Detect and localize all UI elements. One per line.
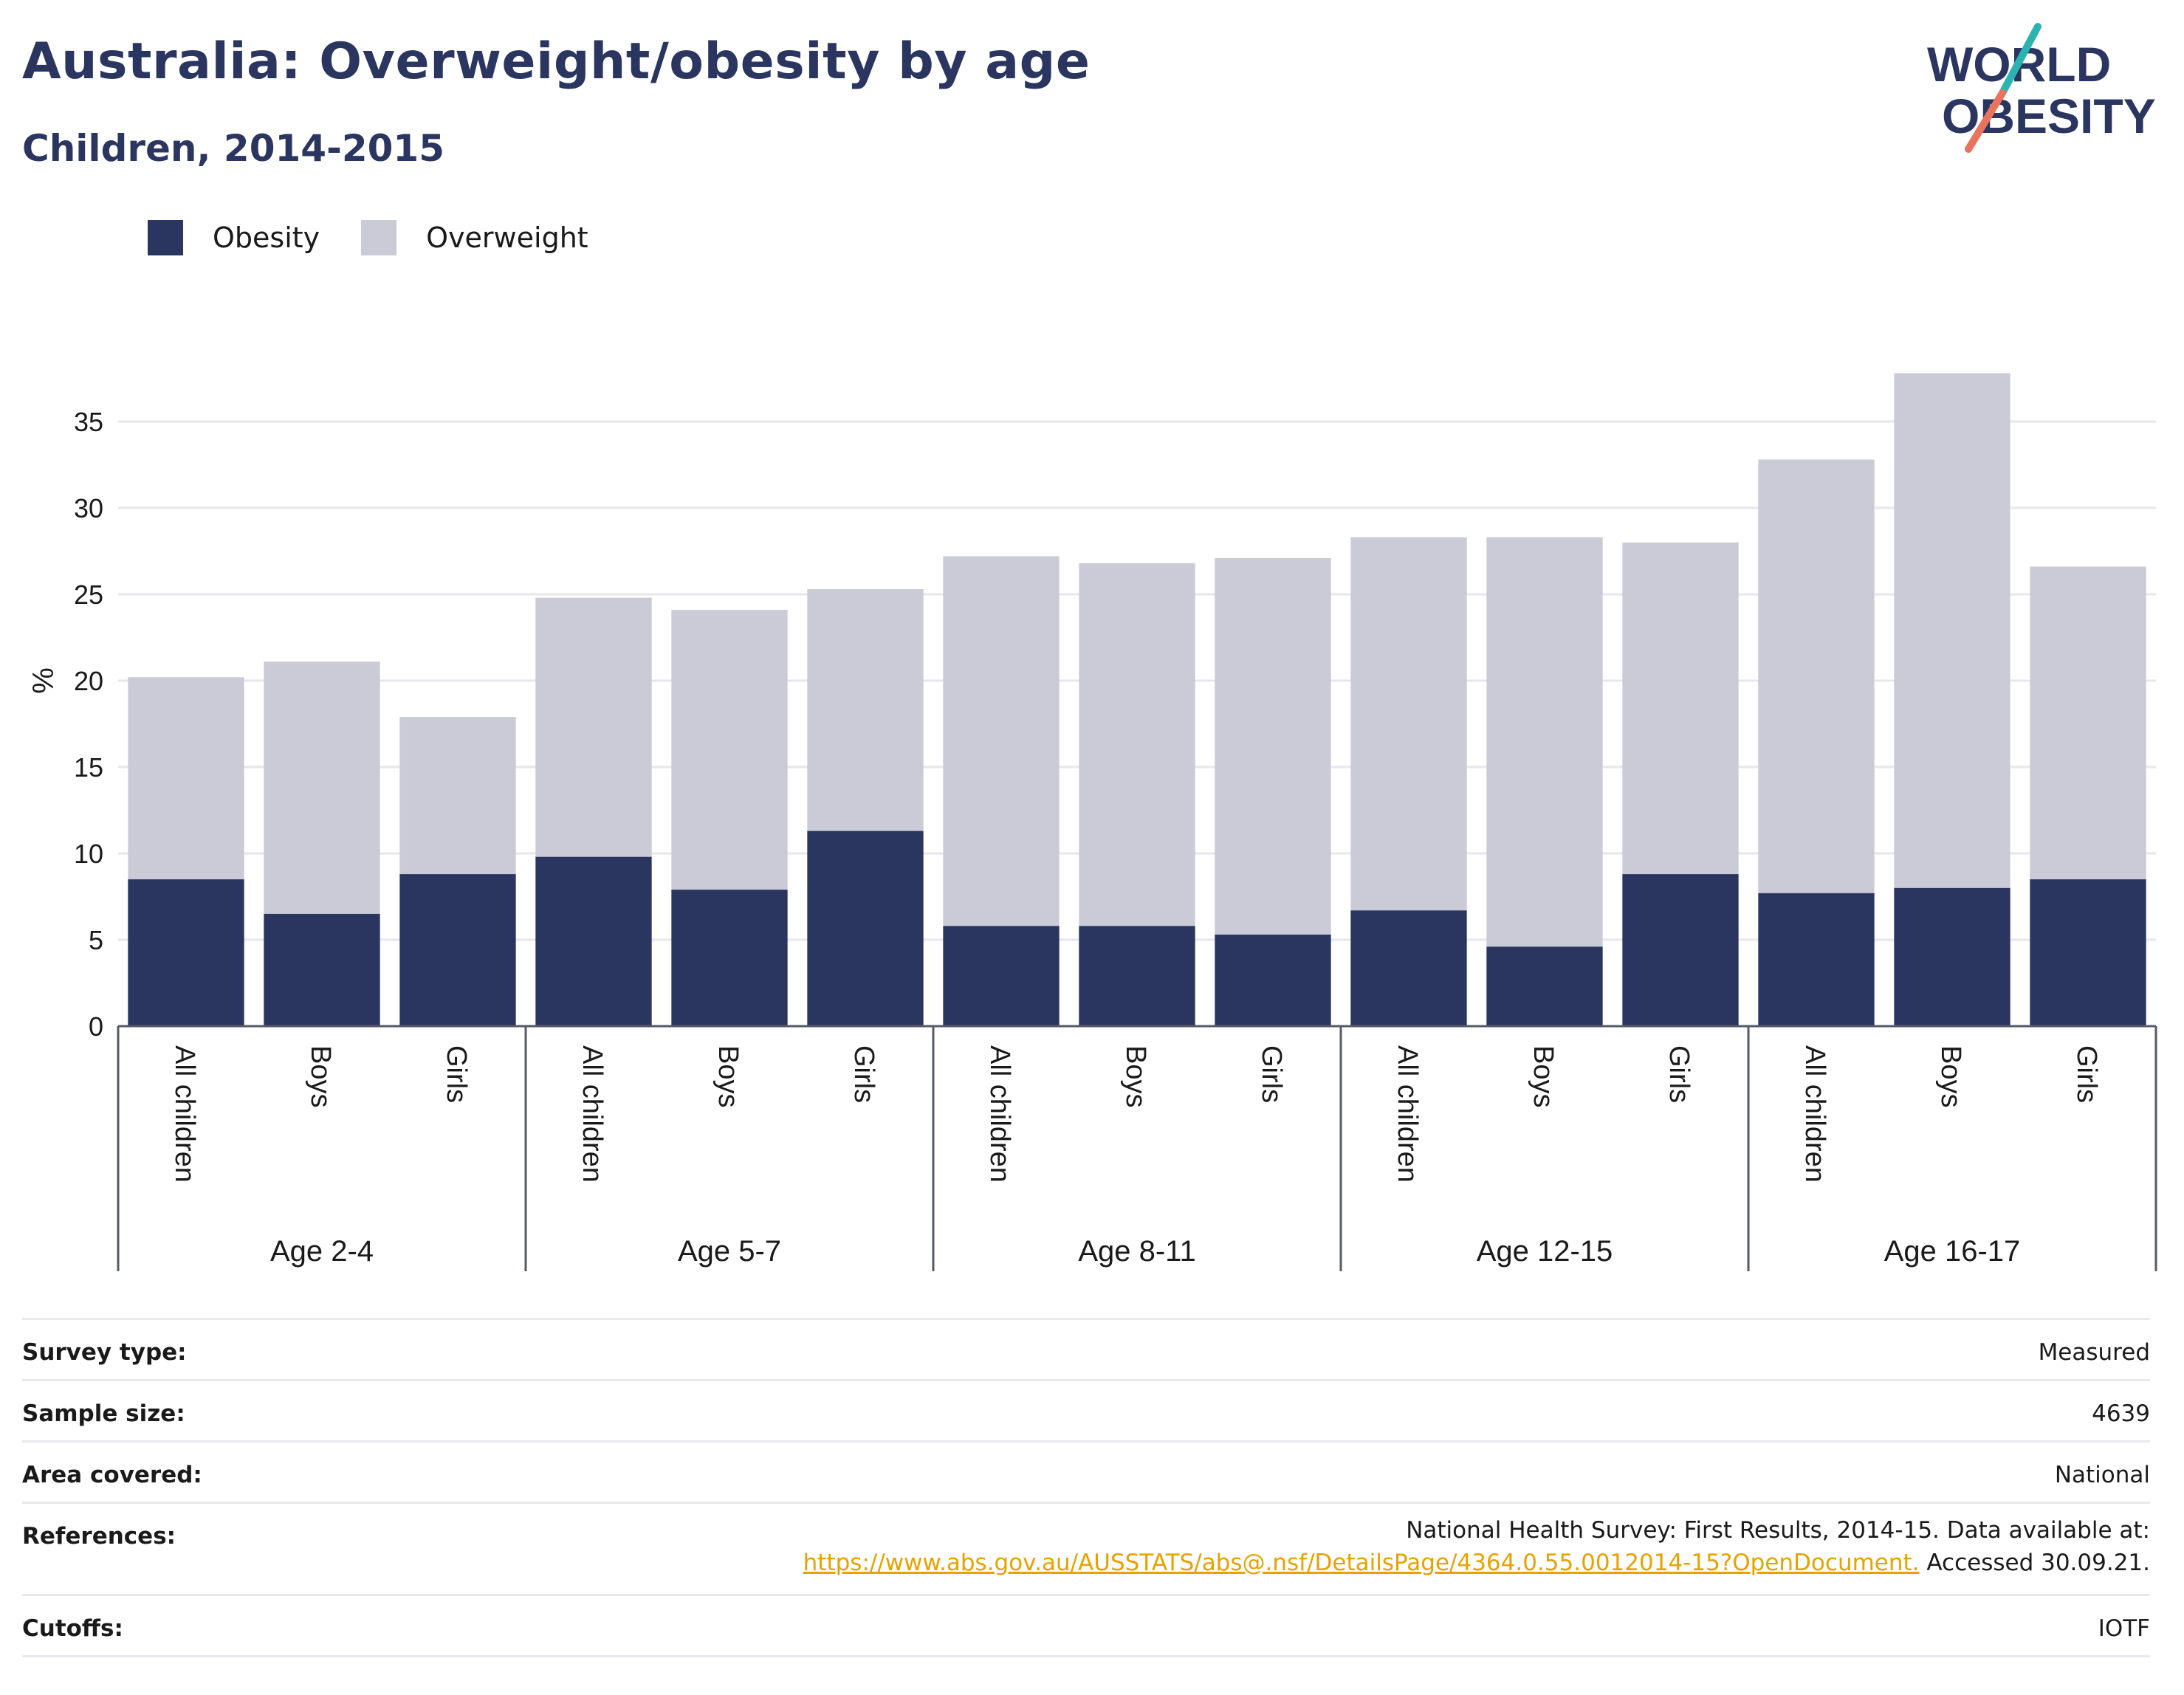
- legend-swatch-obesity: [148, 220, 183, 255]
- bar-overweight: [943, 556, 1060, 926]
- legend-label-overweight: Overweight: [426, 221, 588, 254]
- bar-overweight: [2030, 566, 2146, 880]
- info-key-area-covered: Area covered:: [22, 1462, 202, 1488]
- info-row-area-covered: Area covered: National: [22, 1440, 2150, 1502]
- info-value-cutoffs: IOTF: [2098, 1615, 2150, 1642]
- legend-swatch-overweight: [361, 220, 397, 255]
- legend-item-overweight: Overweight: [361, 220, 588, 255]
- bar-overweight: [1486, 537, 1603, 947]
- bar-obesity: [1486, 946, 1603, 1026]
- survey-info-table: Survey type: Measured Sample size: 4639 …: [22, 1318, 2150, 1657]
- y-tick-label: 0: [89, 1011, 103, 1042]
- bar-overweight: [1758, 459, 1875, 893]
- bar-obesity: [1079, 926, 1195, 1026]
- bar-obesity: [1215, 934, 1331, 1026]
- x-category-label: Boys: [712, 1045, 744, 1107]
- x-category-label: Girls: [1256, 1045, 1287, 1103]
- bar-obesity: [671, 890, 788, 1026]
- info-row-references: References: National Health Survey: Firs…: [22, 1502, 2150, 1594]
- x-category-label: All children: [169, 1045, 200, 1183]
- x-category-label: Boys: [305, 1045, 336, 1107]
- x-category-label: Girls: [2071, 1045, 2102, 1103]
- y-axis-label: %: [27, 667, 60, 694]
- info-key-survey-type: Survey type:: [22, 1339, 187, 1366]
- bar-overweight: [807, 588, 924, 831]
- bar-obesity: [264, 913, 380, 1026]
- y-tick-label: 10: [74, 839, 103, 869]
- reference-link-line: https://www.abs.gov.au/AUSSTATS/abs@.nsf…: [803, 1547, 2150, 1579]
- x-group-label: Age 5-7: [678, 1235, 781, 1268]
- info-value-sample-size: 4639: [2092, 1400, 2150, 1427]
- info-key-cutoffs: Cutoffs:: [22, 1615, 123, 1642]
- x-category-label: Boys: [1120, 1045, 1151, 1107]
- x-category-label: Boys: [1935, 1045, 1966, 1107]
- world-obesity-logo: WORLD OBESITY: [1920, 22, 2171, 155]
- y-tick-label: 20: [74, 666, 103, 696]
- x-category-label: Boys: [1528, 1045, 1559, 1107]
- info-row-sample-size: Sample size: 4639: [22, 1379, 2150, 1440]
- bar-obesity: [2030, 879, 2146, 1026]
- x-category-label: Girls: [441, 1045, 472, 1103]
- y-tick-label: 15: [74, 752, 103, 783]
- bar-overweight: [128, 677, 244, 880]
- info-key-references: References:: [22, 1523, 176, 1550]
- reference-accessed: Accessed 30.09.21.: [1919, 1550, 2150, 1576]
- x-group-label: Age 2-4: [270, 1235, 374, 1268]
- reference-text: National Health Survey: First Results, 2…: [1406, 1517, 2150, 1544]
- stacked-bar-chart: 0 5 10 15 20 25 30 35% All children Boys Girls All …: [27, 373, 2157, 1271]
- legend-item-obesity: Obesity: [148, 220, 320, 255]
- bar-obesity: [399, 874, 516, 1026]
- bar-obesity: [1350, 910, 1467, 1026]
- bar-obesity: [128, 879, 244, 1026]
- page-subtitle: Children, 2014-2015: [22, 127, 444, 170]
- bar-obesity: [1622, 874, 1739, 1026]
- chart-legend: Obesity Overweight: [148, 220, 630, 255]
- x-group-label: Age 16-17: [1884, 1235, 2021, 1268]
- bar-overweight: [1215, 557, 1331, 935]
- info-row-cutoffs: Cutoffs: IOTF: [22, 1594, 2150, 1657]
- y-tick-label: 25: [74, 580, 103, 610]
- bar-obesity: [1758, 893, 1875, 1026]
- info-value-area-covered: National: [2054, 1462, 2150, 1488]
- x-category-label: All children: [984, 1045, 1015, 1183]
- x-group-label: Age 12-15: [1477, 1235, 1613, 1268]
- bar-overweight: [1622, 542, 1739, 875]
- legend-label-obesity: Obesity: [213, 221, 320, 254]
- x-category-label: All children: [577, 1045, 608, 1183]
- info-key-sample-size: Sample size:: [22, 1400, 185, 1427]
- bar-overweight: [535, 597, 652, 857]
- info-row-survey-type: Survey type: Measured: [22, 1318, 2150, 1379]
- y-tick-label: 30: [74, 493, 103, 523]
- bar-overweight: [1350, 537, 1467, 911]
- info-value-references: National Health Survey: First Results, 2…: [803, 1504, 2150, 1579]
- x-category-label: All children: [1799, 1045, 1830, 1183]
- bar-overweight: [671, 610, 788, 890]
- bar-overweight: [264, 661, 380, 914]
- page-title: Australia: Overweight/obesity by age: [22, 32, 1091, 91]
- x-category-label: Girls: [848, 1045, 879, 1103]
- bar-obesity: [943, 926, 1060, 1026]
- bar-obesity: [807, 831, 924, 1026]
- y-tick-label: 35: [74, 407, 103, 437]
- bar-overweight: [399, 717, 516, 875]
- y-tick-label: 5: [89, 925, 103, 955]
- bar-overweight: [1894, 373, 2010, 888]
- bar-overweight: [1079, 563, 1195, 926]
- info-value-survey-type: Measured: [2038, 1339, 2150, 1366]
- bar-obesity: [1894, 887, 2010, 1026]
- bar-obesity: [535, 856, 652, 1026]
- x-group-label: Age 8-11: [1078, 1235, 1195, 1268]
- x-category-label: All children: [1392, 1045, 1423, 1183]
- reference-link[interactable]: https://www.abs.gov.au/AUSSTATS/abs@.nsf…: [803, 1550, 1920, 1576]
- x-category-label: Girls: [1663, 1045, 1694, 1103]
